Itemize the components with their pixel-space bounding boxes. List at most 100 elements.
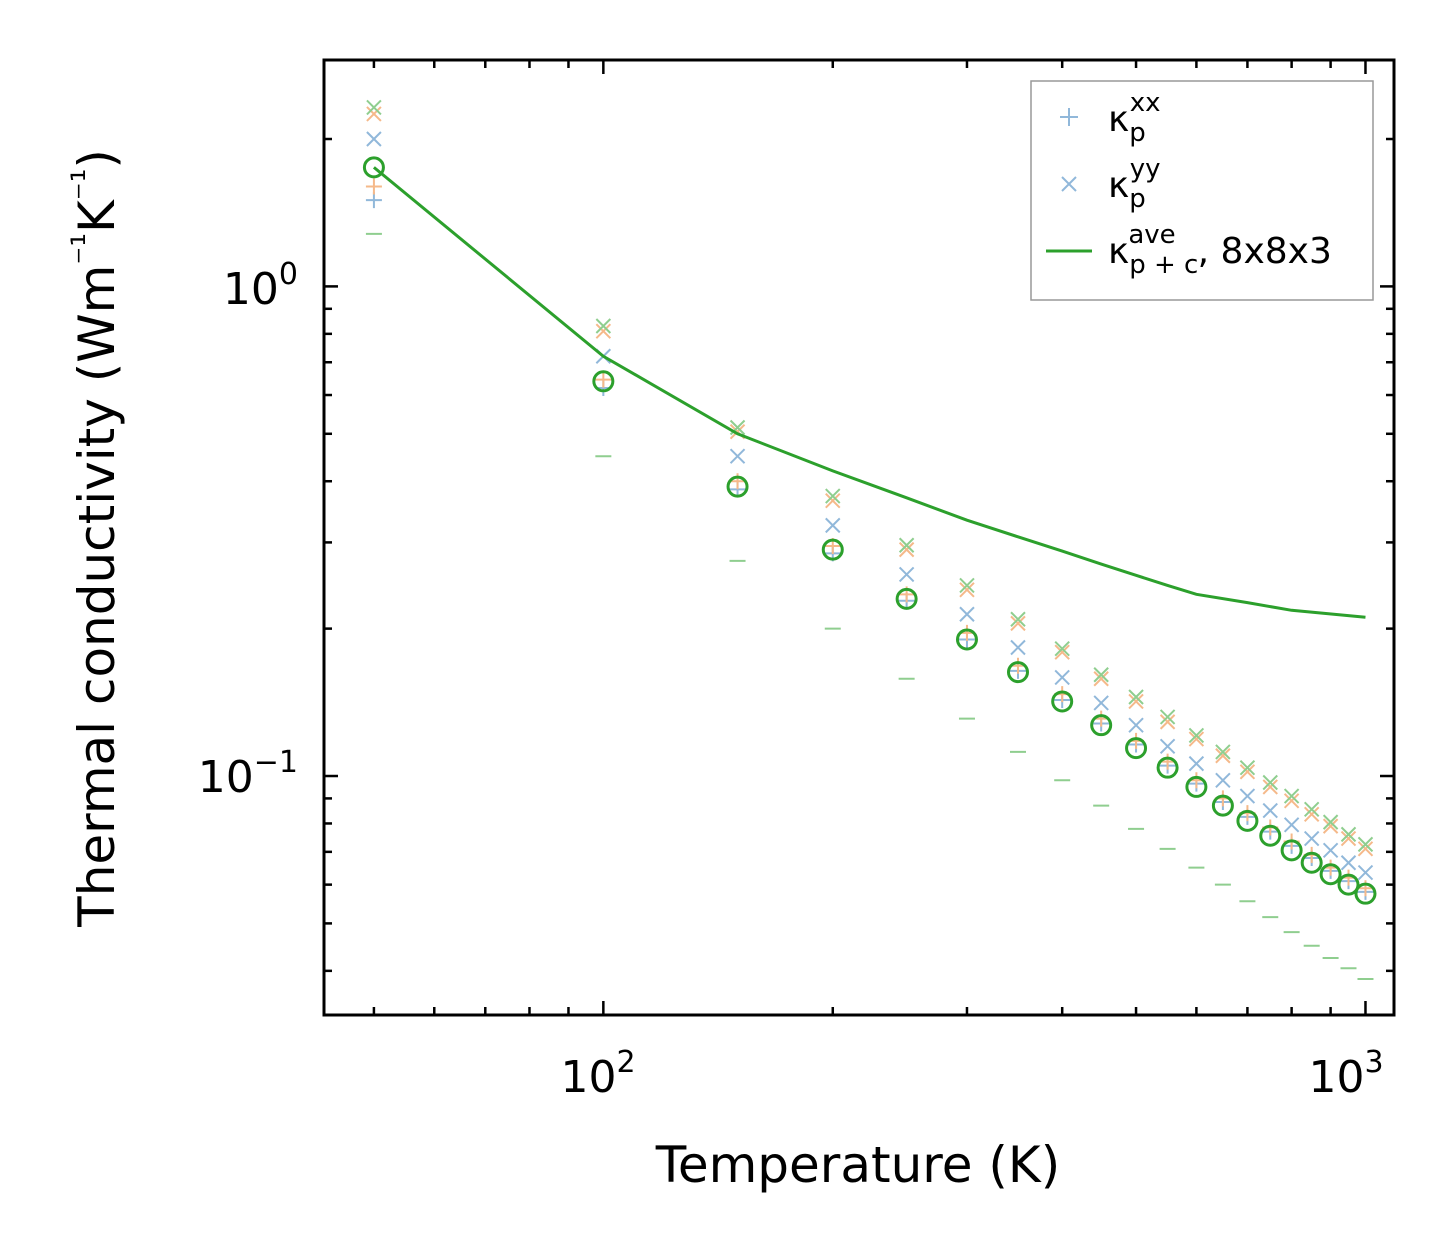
point-kappa_p_ave_circles-200	[821, 538, 844, 561]
point-kappa_p_yy_orange-800	[1283, 793, 1300, 809]
series-kappa_p_yy_blue	[366, 131, 1374, 881]
point-kappa_p_yy_blue-400	[1054, 669, 1070, 686]
point-kappa_p_yy_green-700	[1239, 759, 1256, 776]
point-kappa_p_yy_orange-850	[1303, 806, 1320, 823]
legend-label-kappa-xx: κpxx	[1108, 88, 1161, 148]
point-kappa_p_yy_green-500	[1128, 689, 1144, 705]
point-kappa_p_yy_orange-600	[1188, 731, 1205, 747]
point-kappa_p_yy_orange-200	[825, 492, 841, 509]
point-kappa_p_ave_circles-150	[726, 475, 749, 498]
point-kappa_p_ave_circles-600	[1185, 775, 1208, 798]
legend-label-kappa-ave: κp + cave, 8x8x3	[1108, 220, 1332, 280]
point-kappa_p_yy_green-1000	[1357, 836, 1374, 853]
axis-ticks	[324, 60, 1394, 1015]
plot-frame	[322, 58, 1396, 1017]
point-kappa_p_yy_blue-650	[1215, 772, 1231, 789]
legend-label-kappa-yy: κpyy	[1108, 154, 1161, 214]
point-kappa_p_ave_circles-100	[592, 370, 615, 393]
point-kappa_p_xx_orange-1000	[1357, 880, 1374, 897]
point-kappa_p_yy_blue-800	[1283, 817, 1300, 833]
point-kappa_p_yy_blue-350	[1010, 639, 1026, 656]
point-kappa_p_yy_green-650	[1215, 744, 1231, 760]
point-kappa_p_yy_orange-50	[366, 106, 382, 122]
point-kappa_p_yy_orange-650	[1215, 748, 1231, 764]
legend-marker-kappa-yy	[1061, 176, 1077, 192]
point-kappa_p_yy_orange-100	[595, 323, 612, 339]
point-kappa_p_yy_green-250	[898, 537, 915, 553]
point-kappa_p_yy_orange-750	[1262, 779, 1278, 795]
series-kappa_p_c_ave_8x8x3	[372, 166, 1366, 619]
point-kappa_p_yy_green-400	[1054, 640, 1070, 657]
point-kappa_p_ave_circles-400	[1051, 690, 1074, 713]
x-tick-label-1000: 103	[1308, 1045, 1383, 1103]
point-kappa_p_yy_orange-950	[1340, 830, 1357, 847]
point-kappa_p_yy_green-100	[595, 318, 612, 334]
point-kappa_p_yy_orange-900	[1322, 818, 1339, 834]
point-kappa_p_yy_green-900	[1322, 814, 1339, 830]
point-kappa_p_yy_blue-600	[1188, 755, 1205, 772]
point-kappa_p_ave_circles-950	[1337, 873, 1360, 896]
y-axis-label: Thermal conductivity (Wm⁻¹K⁻¹)	[65, 149, 126, 928]
point-kappa_p_yy_blue-700	[1239, 788, 1256, 804]
point-kappa_p_yy_orange-1000	[1357, 841, 1374, 857]
point-kappa_p_ave_circles-550	[1156, 756, 1179, 779]
point-kappa_p_yy_orange-700	[1239, 764, 1256, 780]
point-kappa_p_yy_green-450	[1093, 667, 1109, 683]
point-kappa_p_yy_green-550	[1159, 709, 1176, 725]
point-kappa_p_yy_orange-250	[898, 541, 915, 558]
series-line-kappa_p_c_ave_8x8x3	[372, 166, 1366, 619]
point-kappa_p_ave_circles-750	[1259, 824, 1282, 847]
point-kappa_p_yy_green-750	[1262, 774, 1278, 791]
point-kappa_p_yy_blue-200	[825, 517, 841, 534]
point-kappa_p_yy_green-950	[1340, 826, 1357, 843]
point-kappa_p_yy_blue-900	[1322, 842, 1339, 859]
point-kappa_p_yy_blue-450	[1093, 695, 1109, 711]
point-kappa_p_ave_circles-850	[1300, 851, 1323, 874]
y-tick-label-0.1: 10−1	[198, 745, 298, 803]
point-kappa_p_yy_blue-850	[1303, 830, 1320, 847]
point-kappa_p_ave_circles-1000	[1354, 882, 1377, 905]
point-kappa_p_yy_orange-400	[1054, 644, 1070, 660]
point-kappa_p_yy_blue-550	[1159, 738, 1176, 755]
legend-marker-kappa-xx	[1060, 108, 1078, 126]
point-kappa_p_ave_circles-250	[895, 587, 918, 610]
point-kappa_p_xx_orange-100	[595, 371, 612, 388]
point-kappa_p_yy_orange-500	[1128, 693, 1144, 710]
point-kappa_p_yy_green-350	[1010, 611, 1026, 627]
point-kappa_p_yy_orange-350	[1010, 615, 1026, 632]
series-kappa_p_ave_circles	[362, 156, 1377, 905]
point-kappa_p_yy_blue-750	[1262, 802, 1278, 819]
legend: κpxx κpyy κp + cave, 8x8x3	[1030, 80, 1374, 301]
y-tick-label-1: 100	[223, 257, 298, 315]
point-kappa_p_ave_circles-50	[362, 156, 385, 179]
point-kappa_p_yy_green-800	[1283, 788, 1300, 804]
x-tick-label-100: 102	[560, 1045, 635, 1103]
point-kappa_p_yy_green-300	[959, 577, 975, 594]
legend-box	[1030, 80, 1374, 301]
point-kappa_p_yy_blue-50	[366, 131, 382, 147]
point-kappa_p_yy_blue-300	[959, 606, 975, 622]
point-kappa_p_yy_blue-1000	[1357, 864, 1374, 881]
point-kappa_p_yy_orange-550	[1159, 714, 1176, 730]
point-kappa_p_yy_green-600	[1188, 727, 1205, 744]
point-kappa_p_yy_blue-500	[1128, 717, 1144, 733]
point-kappa_p_yy_green-200	[825, 488, 841, 504]
point-kappa_p_ave_circles-450	[1090, 714, 1113, 737]
point-kappa_p_yy_orange-450	[1093, 671, 1109, 687]
point-kappa_p_yy_green-850	[1303, 801, 1320, 818]
series-kappa_p_yy_orange	[366, 106, 1374, 857]
point-kappa_p_ave_circles-900	[1319, 863, 1342, 886]
data-series	[362, 99, 1377, 980]
point-kappa_p_yy_green-50	[366, 99, 382, 116]
point-kappa_p_ave_circles-650	[1211, 794, 1234, 817]
point-kappa_p_yy_orange-300	[959, 582, 975, 598]
point-kappa_p_ave_circles-700	[1236, 809, 1259, 832]
point-kappa_p_yy_blue-150	[729, 448, 746, 464]
x-axis-label: Temperature (K)	[655, 1136, 1060, 1194]
point-kappa_p_ave_circles-800	[1280, 839, 1303, 862]
point-kappa_p_yy_blue-950	[1340, 855, 1357, 871]
point-kappa_p_ave_circles-300	[955, 628, 978, 651]
series-kappa_p_xx_green	[365, 232, 1374, 980]
point-kappa_p_xx_orange-50	[365, 178, 382, 195]
